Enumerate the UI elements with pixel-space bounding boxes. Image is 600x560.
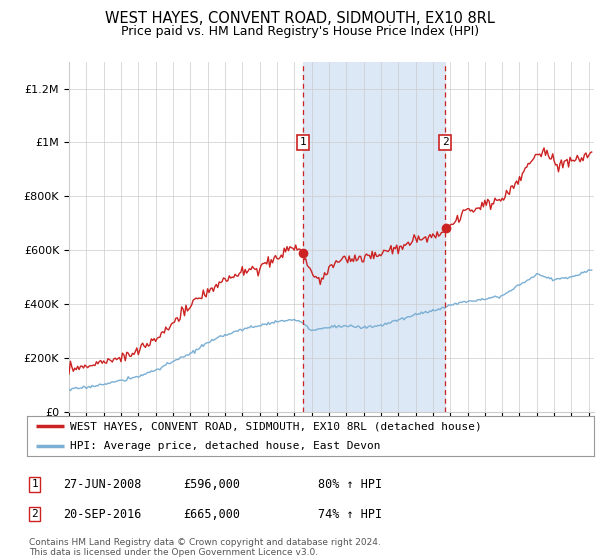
Text: 27-JUN-2008: 27-JUN-2008 (63, 478, 142, 491)
Text: £665,000: £665,000 (183, 507, 240, 521)
Text: HPI: Average price, detached house, East Devon: HPI: Average price, detached house, East… (70, 441, 380, 451)
Text: 2: 2 (31, 509, 38, 519)
Text: Price paid vs. HM Land Registry's House Price Index (HPI): Price paid vs. HM Land Registry's House … (121, 25, 479, 38)
Text: 20-SEP-2016: 20-SEP-2016 (63, 507, 142, 521)
Text: £596,000: £596,000 (183, 478, 240, 491)
Text: Contains HM Land Registry data © Crown copyright and database right 2024.
This d: Contains HM Land Registry data © Crown c… (29, 538, 380, 557)
Text: 1: 1 (299, 137, 306, 147)
Text: 74% ↑ HPI: 74% ↑ HPI (318, 507, 382, 521)
Text: 1: 1 (31, 479, 38, 489)
Text: 80% ↑ HPI: 80% ↑ HPI (318, 478, 382, 491)
Text: WEST HAYES, CONVENT ROAD, SIDMOUTH, EX10 8RL: WEST HAYES, CONVENT ROAD, SIDMOUTH, EX10… (105, 11, 495, 26)
Text: WEST HAYES, CONVENT ROAD, SIDMOUTH, EX10 8RL (detached house): WEST HAYES, CONVENT ROAD, SIDMOUTH, EX10… (70, 421, 481, 431)
Bar (303, 62, 445, 412)
Text: 2: 2 (442, 137, 449, 147)
